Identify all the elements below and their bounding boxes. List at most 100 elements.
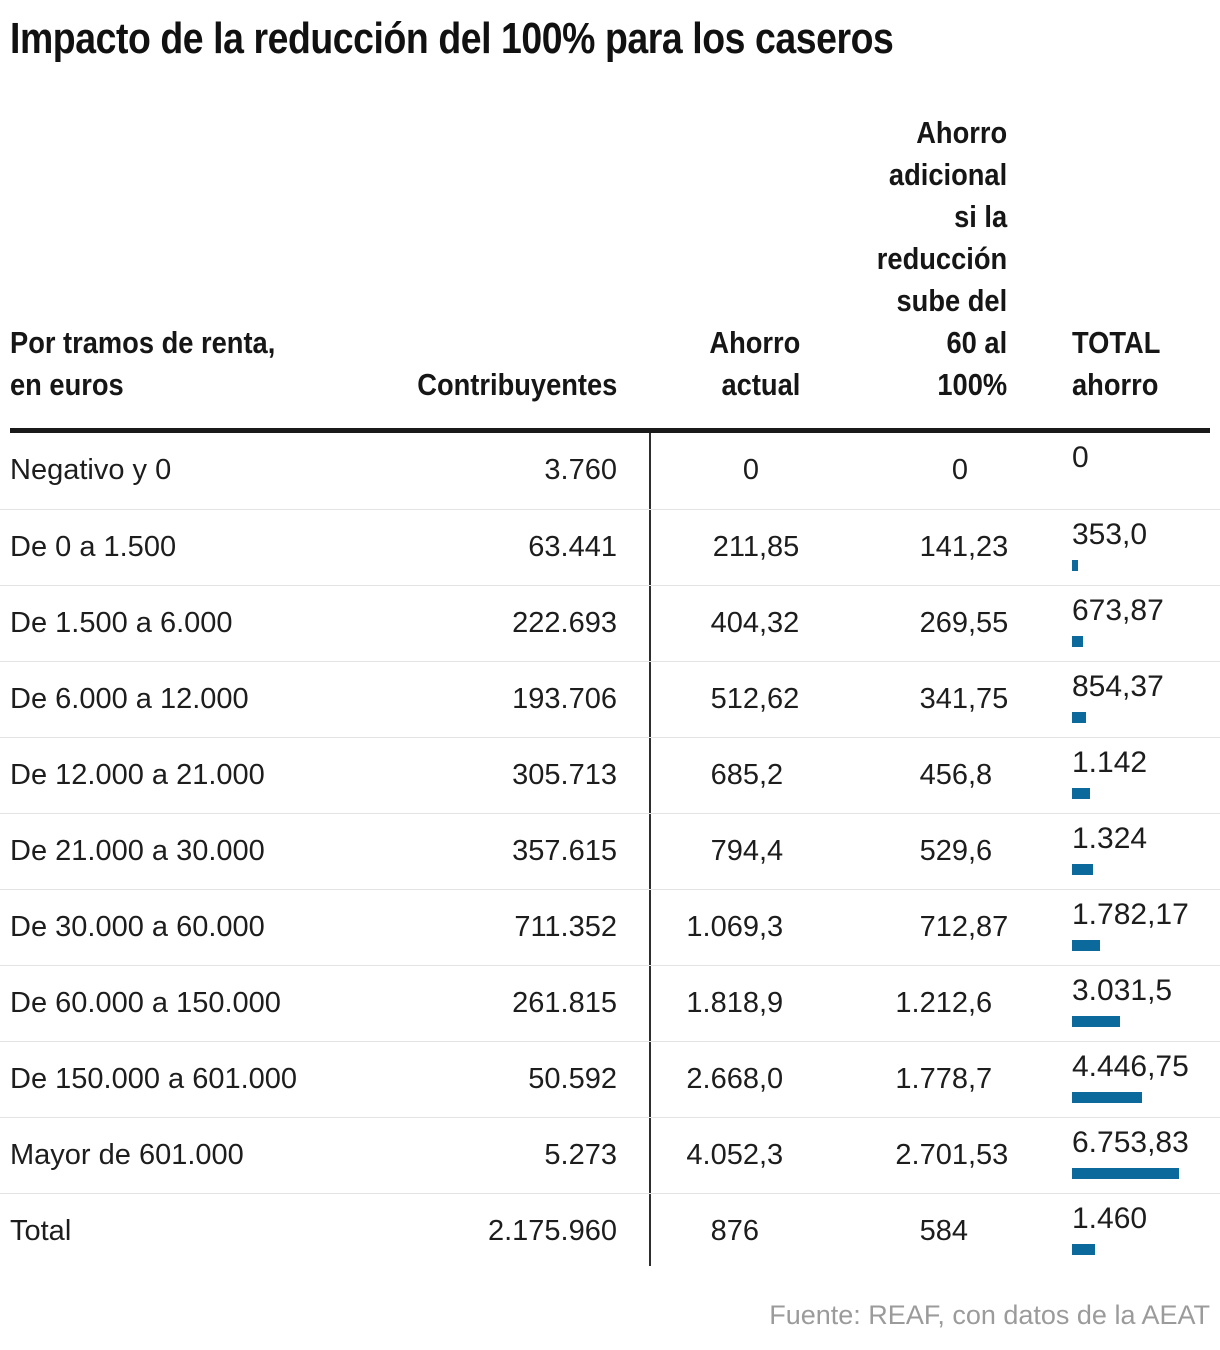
contribuyentes-value: 63.441 [528,531,617,563]
ahorro-adicional-value-int: 269 [919,607,968,639]
row-label: De 60.000 a 150.000 [10,987,281,1019]
total-ahorro-value: 3.031,5 [1072,974,1173,1007]
ahorro-adicional-value-int: 2.701 [895,1139,968,1171]
ahorro-adicional-value-dec: ,7 [968,1063,993,1095]
ahorro-adicional-value-dec: ,53 [968,1139,1009,1171]
ahorro-adicional-value-int: 341 [919,683,968,715]
total-ahorro-value: 1.782,17 [1072,898,1189,931]
total-ahorro-value: 6.753,83 [1072,1126,1189,1159]
ahorro-adicional-value-int: 456 [919,759,968,791]
ahorro-actual-value-dec: ,3 [759,1139,784,1171]
column-header-ahorro-actual: Ahorro actual [709,325,800,402]
total-ahorro-bar [1072,712,1086,723]
contribuyentes-value: 357.615 [512,835,617,867]
row-label: Negativo y 0 [10,454,172,486]
total-ahorro-bar [1072,788,1090,799]
total-ahorro-value: 0 [1072,441,1089,474]
contribuyentes-value: 305.713 [512,759,617,791]
ahorro-actual-value-int: 404 [710,607,759,639]
ahorro-adicional-value-dec: ,6 [968,835,993,867]
column-header-contribuyentes: Contribuyentes [416,367,617,402]
table-row: De 150.000 a 601.000 50.592 2.668 ,0 1.7… [0,1041,1220,1117]
total-ahorro-bar [1072,1244,1095,1255]
total-ahorro-value: 854,37 [1072,670,1164,703]
contribuyentes-value: 222.693 [512,607,617,639]
ahorro-actual-value-int: 794 [710,835,759,867]
ahorro-actual-value-int: 876 [710,1215,759,1247]
contribuyentes-value: 193.706 [512,683,617,715]
ahorro-adicional-value-dec: ,75 [968,683,1009,715]
ahorro-actual-value-dec: ,9 [759,987,784,1019]
total-ahorro-value: 1.324 [1072,822,1148,855]
total-ahorro-bar [1072,636,1083,647]
ahorro-actual-value-dec: ,3 [759,911,784,943]
contribuyentes-value: 261.815 [512,987,617,1019]
ahorro-actual-value-int: 512 [710,683,759,715]
row-label: De 30.000 a 60.000 [10,911,265,943]
ahorro-adicional-value-int: 0 [951,454,968,486]
table-row: Total 2.175.960 876 584 1.460 [0,1193,1220,1269]
column-header-total-ahorro: TOTAL ahorro [1072,325,1161,402]
ahorro-adicional-value-dec: ,87 [968,911,1009,943]
table-row: De 0 a 1.500 63.441 211 ,85 141 ,23 353,… [0,509,1220,585]
table-row: De 60.000 a 150.000 261.815 1.818 ,9 1.2… [0,965,1220,1041]
row-label: De 1.500 a 6.000 [10,607,233,639]
ahorro-actual-value-int: 4.052 [686,1139,759,1171]
contribuyentes-value: 5.273 [544,1139,617,1171]
ahorro-adicional-value-int: 1.778 [895,1063,968,1095]
contribuyentes-value: 3.760 [544,454,617,486]
row-label: De 6.000 a 12.000 [10,683,249,715]
ahorro-actual-value-dec: ,2 [759,759,784,791]
header-rule [10,428,1210,433]
ahorro-actual-value-dec: ,0 [759,1063,784,1095]
column-divider-line [649,433,651,1266]
total-ahorro-bar [1072,1016,1120,1027]
row-label: De 0 a 1.500 [10,531,177,563]
ahorro-adicional-value-dec: ,8 [968,759,993,791]
table-row: Negativo y 0 3.760 0 0 0 [0,433,1220,509]
ahorro-adicional-value-dec: ,6 [968,987,993,1019]
total-ahorro-value: 353,0 [1072,518,1148,551]
ahorro-adicional-value-dec: ,23 [968,531,1009,563]
table-row: De 6.000 a 12.000 193.706 512 ,62 341 ,7… [0,661,1220,737]
table-row: De 21.000 a 30.000 357.615 794 ,4 529 ,6… [0,813,1220,889]
row-label: De 12.000 a 21.000 [10,759,265,791]
total-ahorro-bar [1072,1168,1179,1179]
ahorro-actual-value-int: 1.069 [686,911,759,943]
table-row: De 1.500 a 6.000 222.693 404 ,32 269 ,55… [0,585,1220,661]
source-note: Fuente: REAF, con datos de la AEAT [769,1300,1210,1330]
contribuyentes-value: 50.592 [528,1063,617,1095]
table-body: Negativo y 0 3.760 0 0 0 De 0 a 1.500 63… [0,433,1220,1269]
ahorro-actual-value-dec: ,85 [759,531,800,563]
ahorro-actual-value-dec: ,62 [759,683,800,715]
total-ahorro-value: 673,87 [1072,594,1164,627]
ahorro-actual-value-dec: ,32 [759,607,800,639]
row-label: Mayor de 601.000 [10,1139,244,1171]
ahorro-adicional-value-int: 141 [919,531,968,563]
contribuyentes-value: 2.175.960 [487,1215,617,1247]
ahorro-adicional-value-dec: ,55 [968,607,1009,639]
ahorro-actual-value-int: 685 [710,759,759,791]
row-label: De 150.000 a 601.000 [10,1063,298,1095]
table-header: Por tramos de renta, en euros Contribuye… [0,100,1220,408]
ahorro-actual-value-int: 211 [712,531,759,563]
total-ahorro-value: 4.446,75 [1072,1050,1189,1083]
ahorro-actual-value-int: 1.818 [686,987,759,1019]
ahorro-actual-value-int: 2.668 [686,1063,759,1095]
total-ahorro-bar [1072,1092,1143,1103]
table-row: De 12.000 a 21.000 305.713 685 ,2 456 ,8… [0,737,1220,813]
ahorro-adicional-value-int: 712 [919,911,968,943]
ahorro-actual-value-int: 0 [742,454,759,486]
ahorro-actual-value-dec: ,4 [759,835,784,867]
total-ahorro-bar [1072,940,1101,951]
ahorro-adicional-value-int: 1.212 [895,987,968,1019]
total-ahorro-value: 1.460 [1072,1202,1148,1235]
page-title: Impacto de la reducción del 100% para lo… [10,14,894,63]
total-ahorro-bar [1072,864,1093,875]
row-label: Total [10,1215,72,1247]
table-row: De 30.000 a 60.000 711.352 1.069 ,3 712 … [0,889,1220,965]
row-label: De 21.000 a 30.000 [10,835,265,867]
column-header-ahorro-adicional: Ahorro adicional si la reducción sube de… [876,115,1007,402]
ahorro-adicional-value-int: 584 [919,1215,968,1247]
